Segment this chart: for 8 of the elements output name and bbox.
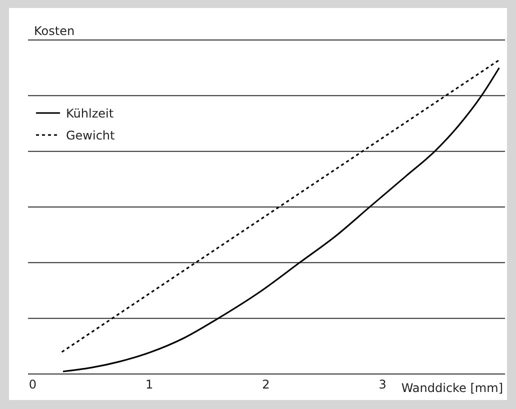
x-tick-label: 1	[145, 378, 154, 392]
x-tick-label: 3	[378, 378, 386, 392]
y-axis-title: Kosten	[34, 24, 75, 38]
x-tick-label: 2	[262, 378, 270, 392]
x-axis-title: Wanddicke [mm]	[401, 381, 503, 395]
legend-label: Gewicht	[66, 128, 116, 142]
legend-label: Kühlzeit	[66, 106, 114, 120]
x-tick-label: 0	[28, 378, 36, 392]
